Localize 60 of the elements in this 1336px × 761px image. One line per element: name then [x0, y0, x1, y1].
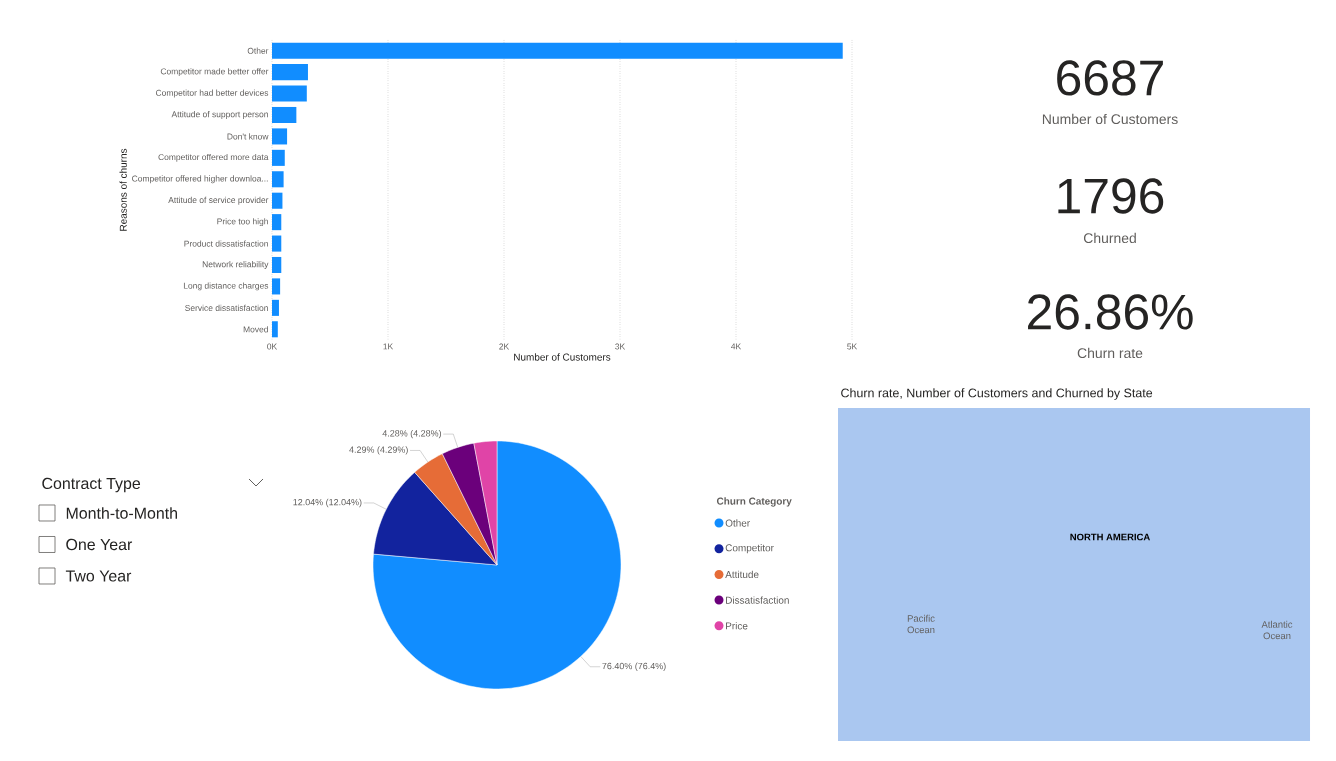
text: Contract Type — [42, 477, 141, 493]
text: Churned — [1083, 232, 1136, 244]
bar — [272, 149, 285, 166]
bar — [272, 299, 279, 316]
text: Churn rate — [1077, 347, 1143, 359]
text: NORTH AMERICA — [1070, 533, 1150, 541]
data-label: 4.28% (4.28%) — [382, 429, 442, 439]
text: Atlantic Ocean — [1261, 620, 1293, 640]
text: Two Year — [65, 570, 132, 582]
text: Month-to-Month — [66, 507, 177, 519]
data-label: 4.29% (4.29%) — [349, 446, 408, 455]
bar — [272, 192, 283, 209]
text: Number of Customers — [1042, 113, 1178, 125]
legend-label: Attitude — [725, 570, 759, 579]
x-axis-title: Number of Customers — [514, 353, 611, 361]
x-tick-label: 4K — [731, 343, 742, 350]
y-tick-label: Other — [247, 47, 269, 54]
bar — [272, 235, 282, 252]
x-tick-label: 5K — [847, 343, 858, 350]
text: One Year — [66, 538, 133, 551]
x-tick-label: 3K — [615, 343, 626, 350]
bar — [272, 64, 308, 81]
y-tick-label: Service dissatisfaction — [185, 304, 268, 311]
y-tick-label: Competitor had better devices — [155, 89, 269, 98]
y-tick-label: Price too high — [217, 218, 268, 227]
legend-label: Dissatisfaction — [726, 596, 789, 604]
y-axis-title: Reasons of churns — [119, 148, 127, 231]
legend-label: Price — [726, 622, 748, 630]
text: 26.86% — [1028, 294, 1193, 330]
y-tick-label: Product dissatisfaction — [184, 240, 268, 247]
bar — [272, 214, 282, 231]
bar — [272, 256, 282, 274]
bar — [272, 321, 278, 338]
data-label: 76.40% (76.4%) — [602, 662, 666, 671]
y-tick-label: Competitor made better offer — [160, 68, 269, 77]
legend-label: Other — [725, 519, 750, 527]
y-tick-label: Long distance charges — [183, 282, 269, 291]
y-tick-label: Attitude of service provider — [168, 196, 269, 205]
y-tick-label: Don't know — [227, 133, 269, 140]
legend-title: Churn Category — [716, 497, 792, 507]
text: 6687 — [1057, 60, 1163, 96]
bar — [272, 278, 281, 295]
x-tick-label: 1K — [383, 343, 394, 350]
text: Churn rate, Number of Customers and Churned by State — [841, 388, 1153, 400]
y-tick-label: Attitude of support person — [171, 111, 268, 119]
y-tick-label: Competitor offered more data — [158, 153, 269, 162]
y-tick-label: Network reliability — [202, 261, 269, 269]
y-tick-label: Competitor offered higher downloa... — [132, 175, 268, 184]
bar — [272, 106, 297, 124]
bar — [272, 42, 843, 59]
legend-label: Competitor — [725, 544, 774, 554]
y-tick-label: Moved — [243, 326, 268, 333]
bar — [272, 85, 307, 102]
data-label: 12.04% (12.04%) — [293, 498, 362, 508]
x-tick-label: 2K — [499, 343, 510, 350]
bar — [272, 128, 288, 145]
bar — [272, 171, 284, 188]
text: 1796 — [1058, 178, 1164, 214]
x-tick-label: 0K — [267, 343, 278, 350]
text: Pacific Ocean — [907, 614, 935, 634]
